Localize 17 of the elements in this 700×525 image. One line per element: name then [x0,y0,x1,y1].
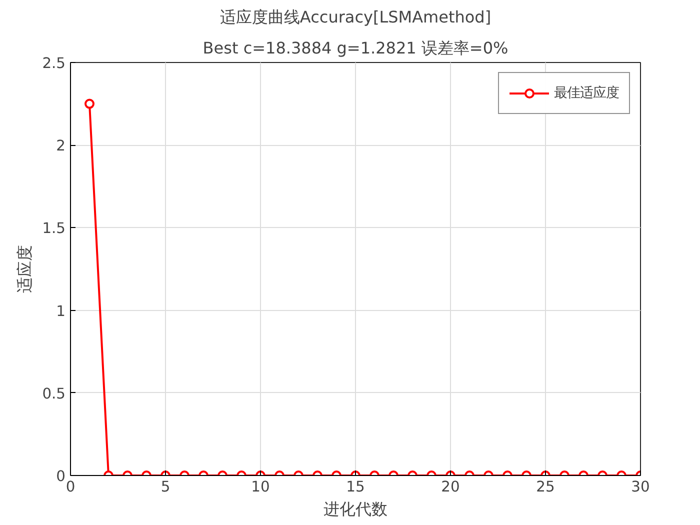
chart-title: 适应度曲线Accuracy[LSMAmethod] [220,8,492,26]
x-axis-title: 进化代数 [324,500,388,518]
x-tick-label: 25 [536,478,555,496]
y-axis-title: 适应度 [15,245,34,293]
y-tick-label: 1.5 [42,220,66,238]
x-tick-label: 15 [346,478,365,496]
y-tick-label: 2 [56,138,66,155]
y-tick-label: 2.5 [42,55,66,72]
x-tick-label: 30 [631,478,650,496]
y-tick-label: 0 [56,468,66,485]
x-tick-label: 20 [441,478,460,496]
legend-label: 最佳适应度 [554,84,619,102]
x-tick-label: 10 [251,478,270,496]
x-tick-label: 5 [160,478,170,496]
y-tick-label: 1 [56,302,66,320]
chart-subtitle: Best c=18.3884 g=1.2821 误差率=0% [202,38,508,58]
y-tick-label: 0.5 [42,385,66,402]
